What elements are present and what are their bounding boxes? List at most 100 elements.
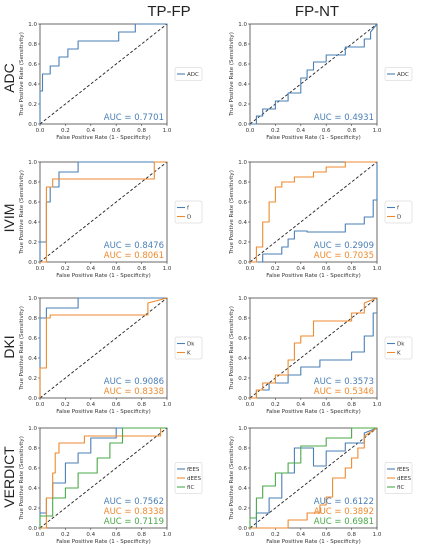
y-tick-label: 0.0 bbox=[238, 396, 247, 402]
chance-diagonal bbox=[39, 297, 168, 399]
legend-label-fees: fEES bbox=[397, 467, 410, 473]
y-tick-label: 0.2 bbox=[28, 376, 37, 382]
x-tick-label: 0.0 bbox=[246, 266, 255, 272]
legend-label-fic: fIC bbox=[397, 485, 405, 491]
legend-box bbox=[384, 67, 413, 81]
y-axis-label: True Positive Rate (Sensitivity) bbox=[19, 306, 25, 391]
x-axis-label: False Positive Rate (1 - Specificity) bbox=[266, 539, 360, 545]
y-tick-label: 1.0 bbox=[28, 22, 37, 28]
y-tick-label: 0.2 bbox=[238, 376, 247, 382]
y-tick-label: 0.0 bbox=[238, 526, 247, 532]
x-tick-label: 0.4 bbox=[86, 402, 95, 408]
roc-panels: 0.0 0.2 0.4 0.6 0.8 1.0 0.0 0.2 0.4 0.6 0.8 1.0 Fals… bbox=[19, 22, 413, 545]
x-tick-label: 0.0 bbox=[246, 402, 255, 408]
roc-curve-dees bbox=[250, 427, 378, 529]
x-tick-label: 0.2 bbox=[271, 532, 280, 538]
roc-panel-adc-tp-fp: 0.0 0.2 0.4 0.6 0.8 1.0 0.0 0.2 0.4 0.6 0.8 1.0 Fals… bbox=[19, 22, 203, 141]
x-tick-label: 1.0 bbox=[163, 532, 172, 538]
x-tick-label: 0.6 bbox=[112, 128, 121, 134]
legend-box bbox=[174, 200, 203, 224]
x-tick-label: 0.6 bbox=[112, 532, 121, 538]
y-axis-label: True Positive Rate (Sensitivity) bbox=[19, 170, 25, 255]
x-tick-label: 0.0 bbox=[36, 402, 45, 408]
y-tick-label: 0.8 bbox=[28, 446, 37, 452]
y-tick-label: 0.6 bbox=[238, 62, 247, 68]
legend: fD bbox=[174, 200, 203, 224]
roc-panel-dki-tp-fp: 0.0 0.2 0.4 0.6 0.8 1.0 0.0 0.2 0.4 0.6 0.8 1.0 Fals… bbox=[19, 296, 203, 415]
y-tick-label: 0.6 bbox=[28, 466, 37, 472]
x-axis-label: False Positive Rate (1 - Specificity) bbox=[56, 135, 150, 141]
x-tick-label: 0.8 bbox=[137, 128, 146, 134]
legend: ADC bbox=[384, 67, 413, 81]
x-tick-label: 1.0 bbox=[373, 402, 382, 408]
x-axis-label: False Positive Rate (1 - Specificity) bbox=[266, 135, 360, 141]
x-axis-label: False Positive Rate (1 - Specificity) bbox=[266, 273, 360, 279]
x-tick-label: 0.4 bbox=[296, 402, 305, 408]
roc-curve-dees bbox=[40, 427, 167, 529]
auc-label-f: AUC = 0.8476 bbox=[104, 241, 164, 251]
legend-box bbox=[384, 200, 413, 224]
y-tick-label: 0.2 bbox=[238, 240, 247, 246]
x-tick-label: 0.0 bbox=[36, 128, 45, 134]
x-tick-label: 0.2 bbox=[271, 128, 280, 134]
auc-label-adc: AUC = 0.4931 bbox=[314, 113, 374, 123]
y-tick-label: 0.8 bbox=[238, 42, 247, 48]
y-axis-label: True Positive Rate (Sensitivity) bbox=[229, 32, 235, 117]
chance-diagonal bbox=[249, 23, 378, 125]
legend-label-f: f bbox=[397, 206, 400, 212]
legend-label-fic: fIC bbox=[187, 485, 195, 491]
x-tick-label: 1.0 bbox=[163, 266, 172, 272]
x-tick-label: 1.0 bbox=[373, 532, 382, 538]
x-tick-label: 0.8 bbox=[347, 532, 356, 538]
y-tick-label: 0.0 bbox=[28, 396, 37, 402]
x-tick-label: 0.0 bbox=[246, 128, 255, 134]
chance-diagonal bbox=[249, 427, 378, 529]
x-tick-label: 0.6 bbox=[112, 266, 121, 272]
auc-label-fees: AUC = 0.6122 bbox=[314, 497, 374, 507]
roc-curve-k bbox=[39, 297, 168, 398]
x-axis-label: False Positive Rate (1 - Specificity) bbox=[266, 409, 360, 415]
y-tick-label: 0.2 bbox=[28, 506, 37, 512]
x-tick-label: 0.2 bbox=[61, 128, 70, 134]
auc-label-dk: AUC = 0.9086 bbox=[104, 377, 164, 387]
column-title-tp-fp: TP-FP bbox=[147, 3, 190, 20]
x-tick-label: 0.4 bbox=[296, 266, 305, 272]
legend: Dk K bbox=[384, 336, 413, 360]
y-tick-label: 0.4 bbox=[28, 220, 37, 226]
x-tick-label: 0.8 bbox=[347, 266, 356, 272]
x-tick-label: 0.8 bbox=[347, 128, 356, 134]
y-tick-label: 0.2 bbox=[238, 506, 247, 512]
y-tick-label: 1.0 bbox=[28, 426, 37, 432]
auc-label-k: AUC = 0.5346 bbox=[314, 387, 374, 397]
y-tick-label: 0.6 bbox=[238, 336, 247, 342]
roc-curve-dk bbox=[250, 312, 377, 399]
roc-curve-k bbox=[250, 297, 378, 399]
auc-label-d: AUC = 0.8061 bbox=[104, 251, 164, 261]
y-tick-label: 0.6 bbox=[238, 466, 247, 472]
row-title-ivim: IVIM bbox=[1, 204, 17, 233]
y-tick-label: 0.8 bbox=[28, 180, 37, 186]
chance-diagonal bbox=[249, 161, 378, 263]
y-tick-label: 0.0 bbox=[28, 122, 37, 128]
y-tick-label: 0.4 bbox=[28, 356, 37, 362]
x-axis-label: False Positive Rate (1 - Specificity) bbox=[56, 539, 150, 545]
y-axis-label: True Positive Rate (Sensitivity) bbox=[229, 436, 235, 521]
legend-label-dk: Dk bbox=[397, 342, 405, 348]
roc-panel-verdict-fp-nt: 0.0 0.2 0.4 0.6 0.8 1.0 0.0 0.2 0.4 0.6 0.8 1.0 Fals… bbox=[229, 426, 413, 545]
y-tick-label: 0.0 bbox=[238, 122, 247, 128]
y-tick-label: 1.0 bbox=[28, 296, 37, 302]
auc-label-fic: AUC = 0.6981 bbox=[314, 517, 374, 527]
y-tick-label: 0.6 bbox=[28, 200, 37, 206]
auc-label-dees: AUC = 0.3892 bbox=[314, 507, 374, 517]
legend: Dk K bbox=[174, 336, 203, 360]
legend: ADC bbox=[174, 67, 203, 81]
y-tick-label: 0.6 bbox=[238, 200, 247, 206]
chance-diagonal bbox=[39, 161, 168, 263]
x-tick-label: 0.8 bbox=[137, 402, 146, 408]
y-tick-label: 0.0 bbox=[238, 260, 247, 266]
roc-curve-dk bbox=[39, 297, 167, 398]
y-tick-label: 0.0 bbox=[28, 526, 37, 532]
x-tick-label: 0.8 bbox=[137, 266, 146, 272]
row-title-dki: DKI bbox=[1, 335, 17, 358]
